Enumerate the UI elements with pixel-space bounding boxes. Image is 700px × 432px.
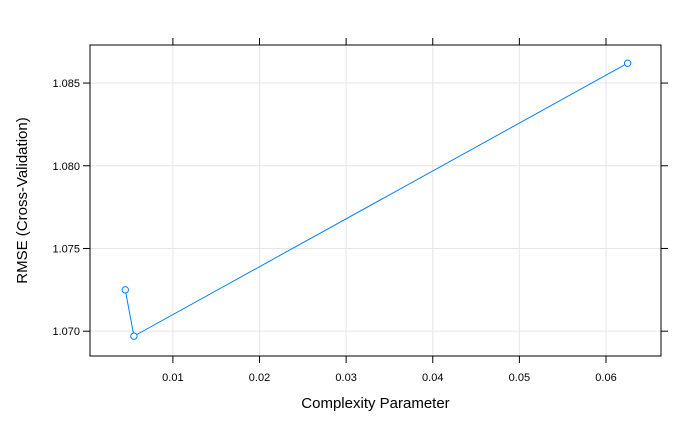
series-line [124, 62, 628, 337]
plot-frame [89, 44, 662, 357]
x-tick-label: 0.01 [162, 372, 183, 384]
axis-tick-labels: 0.01 0.02 0.03 0.04 0.05 0.06 1.070 1.075 1.080 1… [52, 78, 616, 384]
data-point [623, 59, 632, 67]
data-series [121, 59, 632, 340]
x-axis-label: Complexity Parameter [301, 395, 449, 412]
y-tick-label: 1.070 [52, 326, 80, 338]
y-tick-label: 1.085 [52, 78, 80, 90]
y-axis-label: RMSE (Cross-Validation) [14, 117, 31, 283]
axis-ticks [83, 38, 668, 363]
x-tick-label: 0.05 [509, 372, 530, 384]
data-point [121, 286, 129, 294]
x-tick-label: 0.06 [595, 372, 616, 384]
data-point [130, 332, 138, 340]
x-tick-label: 0.02 [249, 372, 270, 384]
grid-lines [90, 45, 661, 356]
x-tick-label: 0.03 [335, 372, 356, 384]
x-tick-label: 0.04 [422, 372, 443, 384]
y-tick-label: 1.080 [52, 161, 80, 173]
y-tick-label: 1.075 [52, 243, 80, 255]
